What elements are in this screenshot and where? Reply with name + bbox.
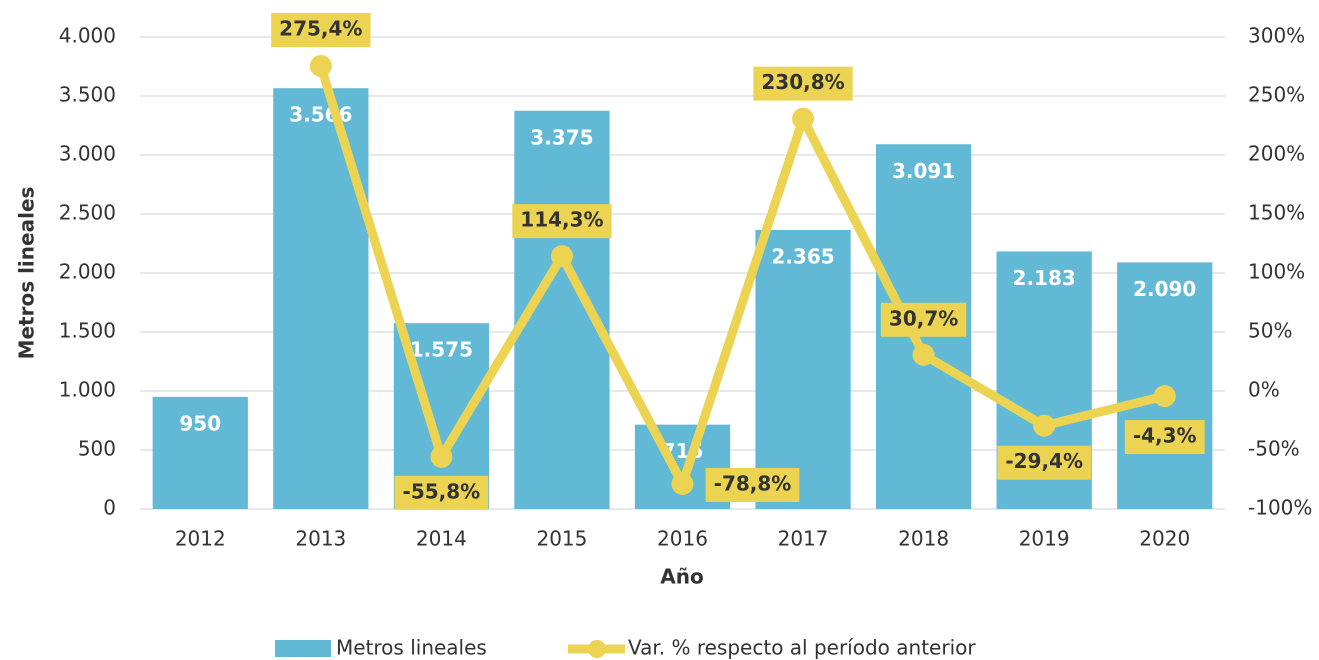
- legend-label: Metros lineales: [336, 636, 487, 660]
- line-marker: [1153, 385, 1176, 408]
- bar: [755, 229, 851, 509]
- x-tick-label: 2020: [1139, 527, 1190, 551]
- x-tick-label: 2014: [416, 527, 467, 551]
- bar: [273, 88, 369, 509]
- value-label-box: [1124, 420, 1205, 455]
- bar-value-label: 2.090: [1133, 277, 1196, 301]
- y2-tick-label: 0%: [1248, 378, 1280, 402]
- line-marker: [550, 245, 573, 268]
- bar-value-label: 2.183: [1013, 266, 1076, 290]
- y2-tick-label: 300%: [1248, 24, 1305, 48]
- x-tick-label: 2016: [657, 527, 708, 551]
- y-tick-label: 1.500: [59, 319, 116, 343]
- bar-value-label: 1.575: [410, 338, 473, 362]
- line-marker: [792, 107, 815, 130]
- value-label-box: [512, 204, 612, 239]
- y2-tick-label: -100%: [1248, 496, 1312, 520]
- value-label-box: [997, 445, 1092, 480]
- y-tick-label: 3.000: [59, 142, 116, 166]
- y2-tick-label: 250%: [1248, 83, 1305, 107]
- legend-swatch: [275, 640, 331, 657]
- value-label-box: [753, 66, 853, 101]
- x-tick-label: 2017: [778, 527, 829, 551]
- x-tick-label: 2013: [295, 527, 346, 551]
- bar: [152, 396, 248, 509]
- line-marker: [671, 472, 694, 495]
- y-tick-label: 500: [78, 437, 116, 461]
- line-marker: [430, 445, 453, 468]
- y2-tick-label: -50%: [1248, 437, 1300, 461]
- value-label-box: [394, 475, 489, 510]
- y2-tick-label: 150%: [1248, 201, 1305, 225]
- y-tick-label: 4.000: [59, 24, 116, 48]
- line-value-label: -29,4%: [1005, 449, 1083, 473]
- bar-value-label: 3.375: [530, 125, 593, 149]
- y-tick-label: 2.500: [59, 201, 116, 225]
- value-label-box: [880, 302, 967, 337]
- legend-swatch: [588, 640, 606, 658]
- line-marker: [309, 55, 332, 78]
- y-tick-label: 1.000: [59, 378, 116, 402]
- line: [316, 64, 1166, 489]
- y-tick-label: 3.500: [59, 83, 116, 107]
- y-tick-label: 2.000: [59, 260, 116, 284]
- bar-value-label: 2.365: [771, 244, 834, 268]
- x-tick-label: 2018: [898, 527, 949, 551]
- y-axis-title: Metros lineales: [15, 187, 39, 360]
- line-marker: [1033, 414, 1056, 437]
- line-value-label: -4,3%: [1133, 424, 1197, 448]
- x-axis-title: Año: [660, 565, 703, 589]
- bar-value-label: 950: [179, 411, 221, 435]
- line-value-label: 114,3%: [520, 208, 603, 232]
- line-value-label: 275,4%: [279, 17, 362, 41]
- y2-tick-label: 100%: [1248, 260, 1305, 284]
- x-tick-label: 2019: [1019, 527, 1070, 551]
- line-marker: [912, 343, 935, 366]
- y2-tick-label: 200%: [1248, 142, 1305, 166]
- value-label-box: [271, 13, 371, 48]
- line-value-label: -55,8%: [403, 479, 481, 503]
- value-label-box: [705, 467, 800, 502]
- x-tick-label: 2015: [536, 527, 587, 551]
- line-value-label: 30,7%: [889, 306, 958, 330]
- y2-tick-label: 50%: [1248, 319, 1292, 343]
- line-value-label: 230,8%: [761, 70, 844, 94]
- line-value-label: -78,8%: [714, 471, 792, 495]
- x-tick-label: 2012: [175, 527, 226, 551]
- legend-label: Var. % respecto al período anterior: [628, 636, 976, 660]
- bar-value-label: 3.091: [892, 159, 955, 183]
- y-tick-label: 0: [103, 496, 116, 520]
